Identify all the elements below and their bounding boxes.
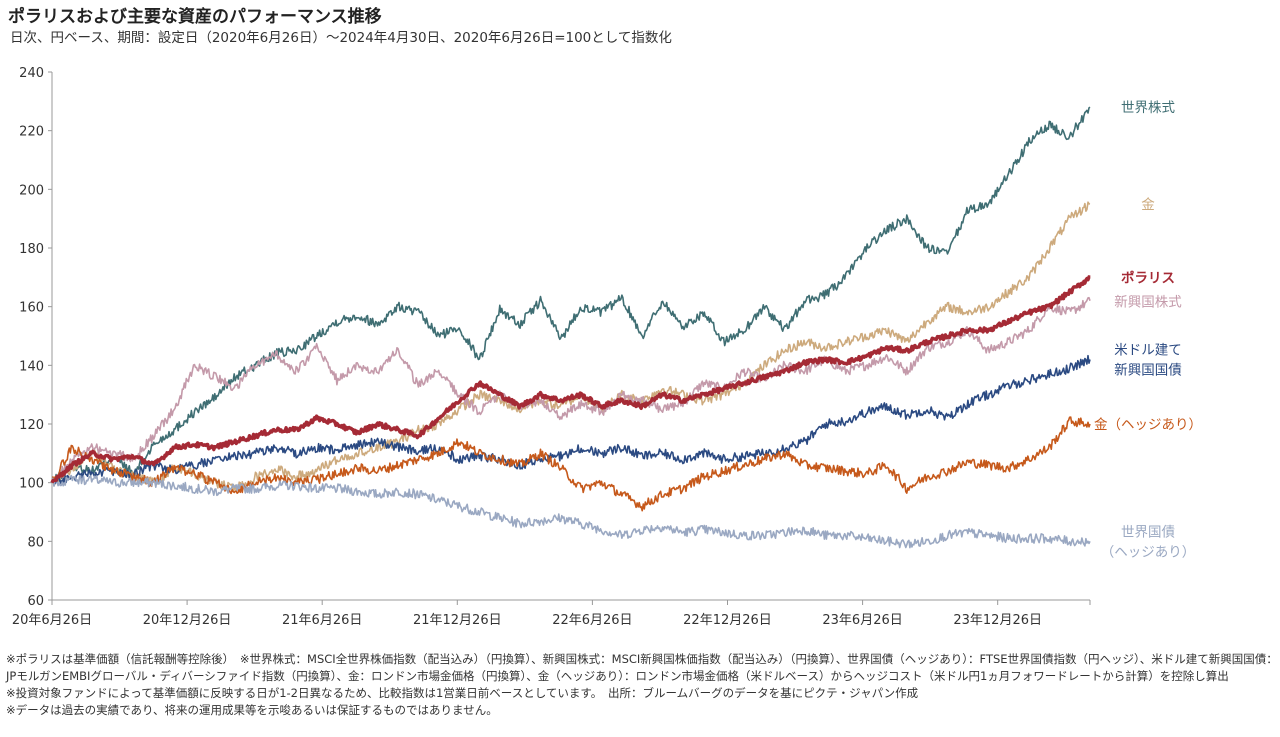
y-tick-label: 100: [19, 477, 44, 492]
chart-subtitle: 日次、円ベース、期間：設定日（2020年6月26日）～2024年4月30日、20…: [10, 30, 672, 46]
footnotes: ※ポラリスは基準価額（信託報酬等控除後） ※世界株式：MSCI全世界株価指数（配…: [6, 651, 1278, 719]
y-tick-label: 220: [19, 125, 44, 140]
series-line: [51, 296, 1091, 484]
footnote-disclaimer: ※データは過去の実績であり、将来の運用成果等を示唆あるいは保証するものではありま…: [6, 703, 498, 717]
x-tick-label: 22年6月26日: [552, 613, 632, 628]
footnote-sources: ※ポラリスは基準価額（信託報酬等控除後） ※世界株式：MSCI全世界株価指数（配…: [6, 652, 1278, 683]
x-tick-label: 22年12月26日: [683, 613, 772, 628]
x-tick-label: 23年6月26日: [822, 613, 902, 628]
y-tick-label: 120: [19, 418, 44, 433]
line-chart: 240 220 200 180 160 140 120 100 80 60 20年6月26日 20年1…: [12, 66, 1202, 628]
y-tick-label: 180: [19, 242, 44, 257]
series-line: [51, 416, 1091, 512]
x-tick-label: 21年6月26日: [282, 613, 362, 628]
series-line: [51, 106, 1091, 483]
y-tick-label: 200: [19, 183, 44, 198]
series-label: 新興国株式: [1114, 294, 1182, 310]
y-tick-label: 60: [27, 594, 44, 609]
series-line: [51, 474, 1091, 549]
series-label: 世界国債: [1121, 524, 1175, 540]
series-label: 世界株式: [1121, 100, 1175, 116]
series-label: （ヘッジあり）: [1101, 544, 1196, 560]
series-label: 金: [1141, 197, 1155, 213]
chart-title: ポラリスおよび主要な資産のパフォーマンス推移: [8, 7, 382, 27]
series-label: 米ドル建て: [1114, 342, 1182, 358]
y-tick-label: 80: [27, 535, 44, 550]
series-label: ポラリス: [1121, 269, 1175, 286]
y-tick-label: 160: [19, 301, 44, 316]
series-line: [50, 275, 1091, 484]
x-tick-label: 21年12月26日: [413, 613, 502, 628]
y-tick-label: 240: [19, 66, 44, 81]
series-label: 新興国国債: [1114, 362, 1182, 378]
series-label: 金（ヘッジあり）: [1094, 417, 1202, 433]
series-line: [51, 354, 1091, 485]
footnote-timing: ※投資対象ファンドによって基準価額に反映する日が1-2日異なるため、比較指数は1…: [6, 686, 919, 700]
x-tick-label: 20年12月26日: [143, 613, 232, 628]
x-tick-label: 20年6月26日: [12, 613, 92, 628]
x-tick-label: 23年12月26日: [953, 613, 1042, 628]
y-tick-label: 140: [19, 359, 44, 374]
